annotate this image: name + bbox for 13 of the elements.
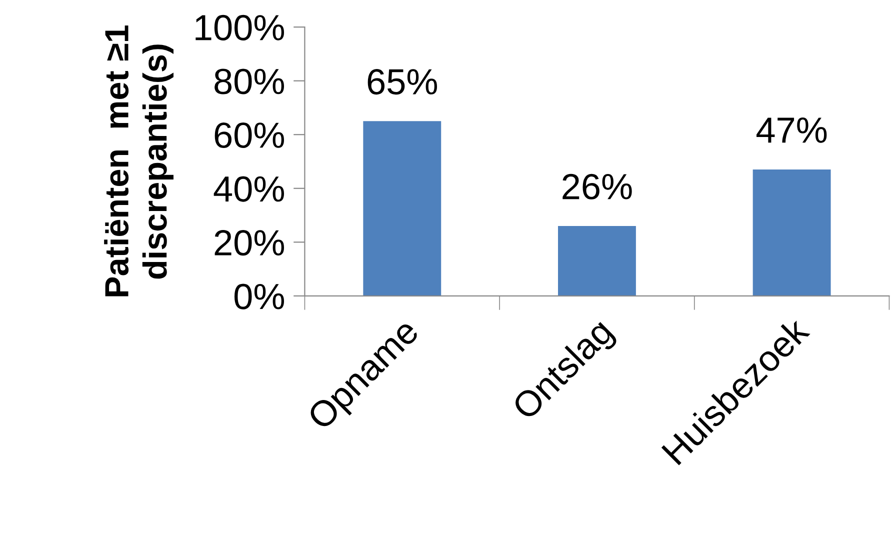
y-axis-title: Patiënten met ≥1 discrepantie(s) [104,25,174,296]
data-label: 26% [562,174,632,200]
bar [558,226,636,296]
data-label: 47% [756,118,827,143]
y-tick-label: 0% [234,284,284,310]
y-tick-label: 60% [214,122,284,148]
y-tick-label: 40% [214,176,284,202]
bar [363,121,442,296]
y-tick-label: 100% [196,14,284,40]
y-tick-label: 80% [214,68,284,94]
bar [752,170,831,296]
y-tick-label: 20% [214,230,284,256]
data-label: 65% [368,69,437,95]
